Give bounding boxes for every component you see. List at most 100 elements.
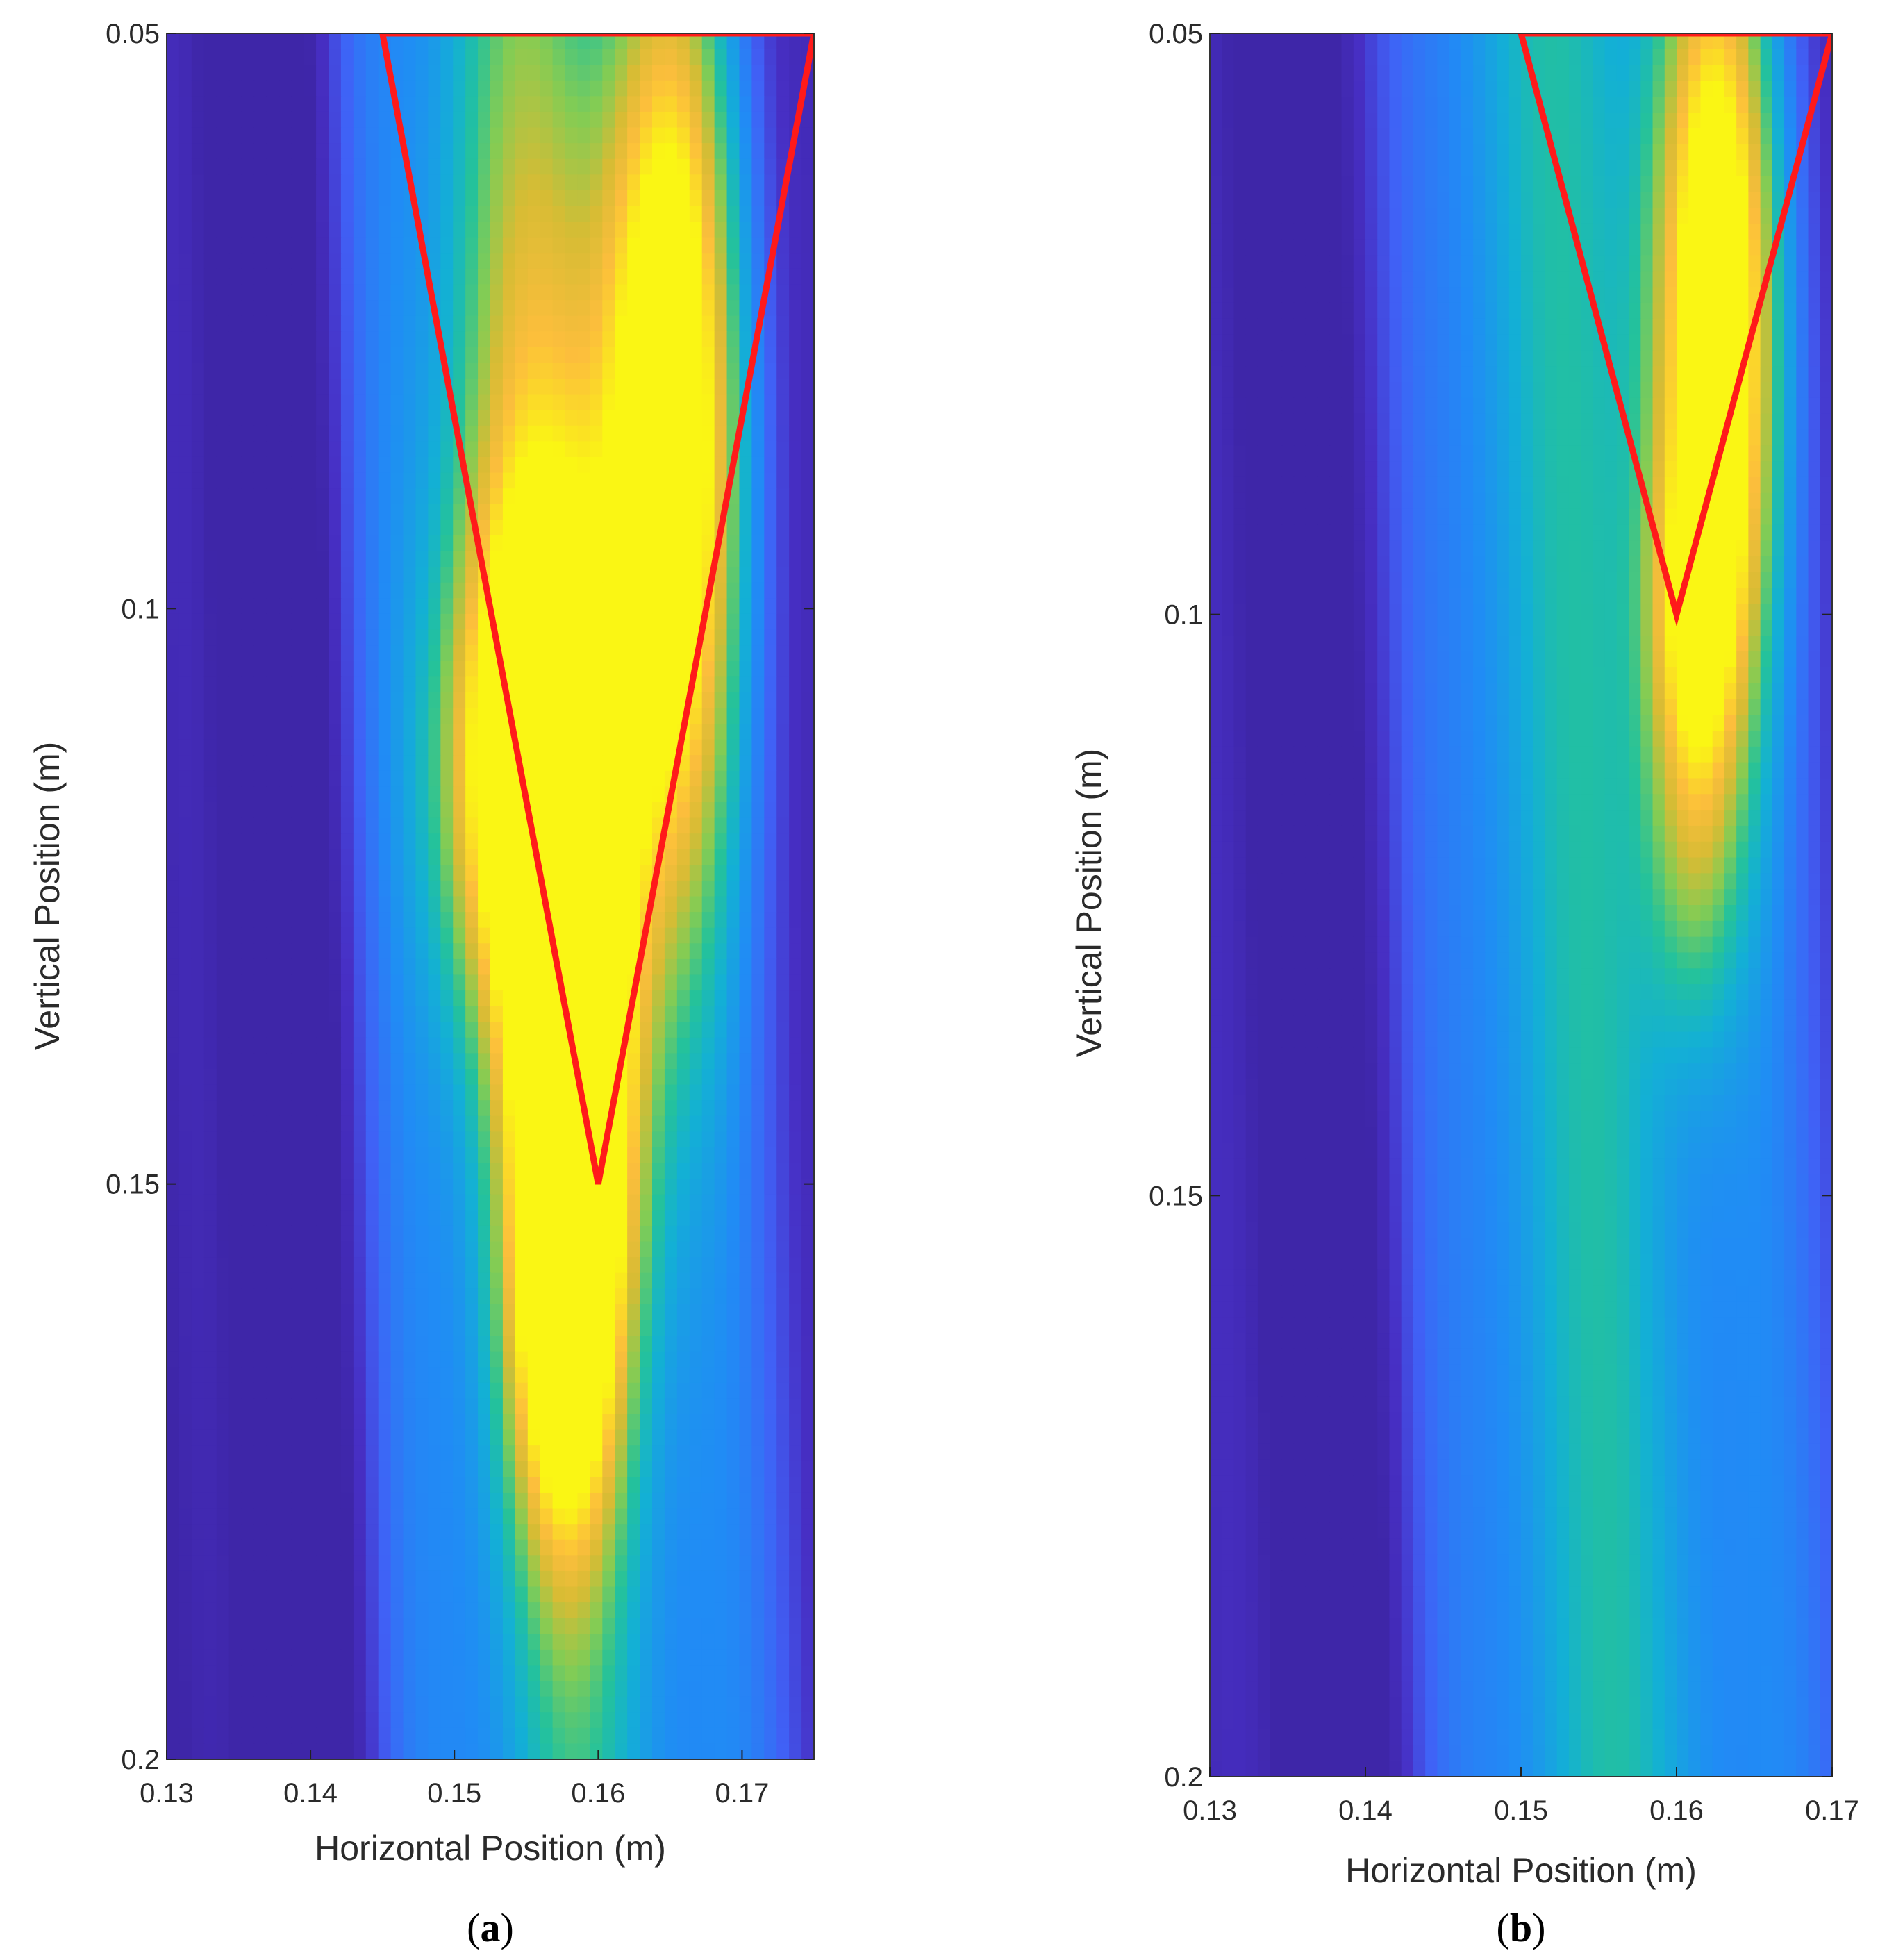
heatmap-cell — [689, 1351, 703, 1368]
heatmap-cell — [615, 1147, 628, 1164]
heatmap-cell — [253, 1508, 267, 1525]
heatmap-cell — [453, 1241, 466, 1258]
heatmap-cell — [502, 943, 516, 960]
heatmap-cell — [739, 520, 753, 536]
heatmap-cell — [764, 551, 778, 567]
heatmap-cell — [714, 1069, 728, 1086]
heatmap-cell — [266, 347, 280, 364]
heatmap-cell — [216, 551, 230, 567]
heatmap-cell — [203, 1320, 217, 1336]
heatmap-cell — [178, 174, 192, 191]
heatmap-cell — [789, 1006, 802, 1023]
heatmap-cell — [640, 441, 653, 458]
heatmap-cell — [191, 1006, 205, 1023]
heatmap-cell — [304, 1006, 317, 1023]
heatmap-cell — [590, 49, 604, 65]
heatmap-cell — [789, 363, 802, 379]
heatmap-cell — [465, 1367, 479, 1384]
heatmap-cell — [390, 1351, 404, 1368]
heatmap-cell — [602, 943, 616, 960]
heatmap-cell — [689, 1069, 703, 1086]
heatmap-cell — [490, 912, 504, 929]
heatmap-cell — [453, 1115, 466, 1133]
heatmap-cell — [540, 645, 554, 662]
heatmap-cell — [565, 551, 579, 567]
heatmap-cell — [316, 379, 329, 395]
heatmap-cell — [253, 363, 267, 379]
heatmap-cell — [701, 770, 715, 788]
heatmap-cell — [266, 896, 280, 913]
heatmap-cell — [577, 770, 591, 788]
heatmap-cell — [577, 567, 591, 583]
heatmap-cell — [440, 1461, 454, 1478]
heatmap-cell — [403, 817, 417, 834]
heatmap-cell — [415, 582, 429, 599]
heatmap-cell — [776, 1445, 790, 1462]
heatmap-cell — [279, 49, 292, 65]
heatmap-cell — [316, 817, 329, 834]
heatmap-cell — [365, 504, 379, 521]
heatmap-cell — [714, 80, 728, 97]
heatmap-cell — [291, 206, 304, 222]
heatmap-cell — [590, 158, 604, 176]
heatmap-cell — [378, 582, 392, 599]
heatmap-cell — [801, 613, 814, 631]
heatmap-cell — [652, 49, 665, 65]
heatmap-cell — [329, 865, 342, 881]
heatmap-cell — [714, 300, 728, 317]
heatmap-cell — [577, 49, 591, 65]
heatmap-cell — [340, 974, 354, 991]
heatmap-cell — [627, 1398, 640, 1415]
heatmap-cell — [216, 222, 230, 238]
heatmap-cell — [739, 1288, 753, 1305]
heatmap-cell — [664, 504, 678, 521]
heatmap-cell — [241, 1272, 255, 1290]
heatmap-cell — [552, 456, 566, 474]
heatmap-cell — [490, 379, 504, 395]
heatmap-cell — [279, 1163, 292, 1179]
heatmap-cell — [689, 1461, 703, 1478]
heatmap-cell — [689, 582, 703, 599]
heatmap-cell — [640, 849, 653, 866]
heatmap-cell — [676, 331, 690, 348]
heatmap-cell — [167, 598, 180, 615]
heatmap-cell — [490, 1508, 504, 1525]
heatmap-cell — [203, 943, 217, 960]
heatmap-cell — [676, 33, 690, 50]
heatmap-cell — [228, 567, 242, 583]
heatmap-cell — [726, 1336, 740, 1352]
heatmap-cell — [353, 1477, 367, 1493]
heatmap-cell — [764, 1382, 778, 1400]
heatmap-cell — [739, 724, 753, 740]
heatmap-cell — [652, 551, 665, 567]
heatmap-cell — [304, 1414, 317, 1431]
heatmap-cell — [241, 724, 255, 740]
heatmap-cell — [552, 268, 566, 285]
heatmap-cell — [701, 65, 715, 81]
heatmap-cell — [203, 896, 217, 913]
heatmap-cell — [751, 582, 765, 599]
heatmap-cell — [266, 927, 280, 945]
heatmap-cell — [577, 300, 591, 317]
heatmap-cell — [640, 268, 653, 285]
heatmap-cell — [178, 96, 192, 113]
heatmap-cell — [726, 692, 740, 709]
heatmap-cell — [602, 865, 616, 881]
heatmap-cell — [676, 190, 690, 207]
heatmap-cell — [714, 394, 728, 410]
heatmap-cell — [465, 912, 479, 929]
heatmap-cell — [191, 206, 205, 222]
heatmap-cell — [266, 1084, 280, 1101]
heatmap-cell — [316, 755, 329, 772]
heatmap-cell — [440, 1336, 454, 1352]
heatmap-cell — [178, 472, 192, 489]
heatmap-cell — [540, 551, 554, 567]
heatmap-cell — [279, 613, 292, 631]
heatmap-cell — [415, 96, 429, 113]
heatmap-cell — [714, 1320, 728, 1336]
heatmap-cell — [203, 1492, 217, 1509]
heatmap-cell — [279, 1304, 292, 1321]
heatmap-cell — [640, 661, 653, 678]
heatmap-cell — [764, 927, 778, 945]
heatmap-cell — [279, 1367, 292, 1384]
